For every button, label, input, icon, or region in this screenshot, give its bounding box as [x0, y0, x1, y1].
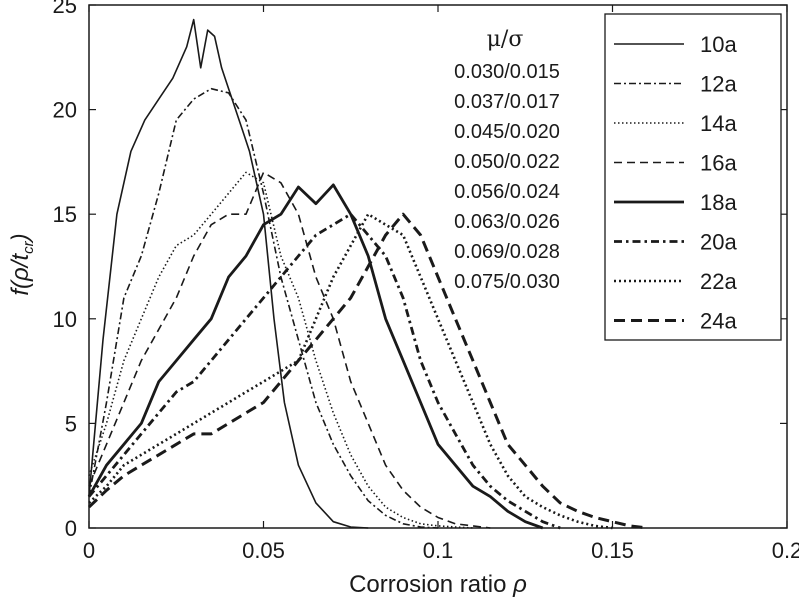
legend-label-24a: 24a [700, 309, 737, 334]
mu-sigma-value: 0.037/0.017 [454, 91, 560, 113]
y-tick-label: 10 [53, 307, 77, 332]
y-tick-label: 5 [65, 411, 77, 436]
mu-sigma-value: 0.063/0.026 [454, 211, 560, 233]
mu-sigma-value: 0.030/0.015 [454, 61, 560, 83]
y-tick-label: 0 [65, 516, 77, 541]
x-tick-label: 0.1 [423, 538, 454, 563]
x-tick-label: 0.15 [591, 538, 634, 563]
y-axis-close: ) [7, 233, 34, 244]
x-tick-label: 0.05 [242, 538, 285, 563]
series-line-22a [88, 212, 613, 530]
x-axis-symbol: ρ [512, 571, 527, 598]
series-line-14a [88, 171, 473, 529]
legend-label-10a: 10a [700, 32, 737, 57]
legend-label-22a: 22a [700, 269, 737, 294]
mu-sigma-value: 0.050/0.022 [454, 151, 560, 173]
y-tick-label: 15 [53, 202, 77, 227]
legend-box [604, 13, 782, 341]
y-tick-label: 20 [53, 98, 77, 123]
legend-label-16a: 16a [700, 151, 737, 176]
series-line-16a [88, 171, 491, 529]
x-axis-title: Corrosion ratio ρ [349, 571, 527, 598]
legend-label-18a: 18a [700, 190, 737, 215]
mu-sigma-value: 0.056/0.024 [454, 181, 560, 203]
legend-label-12a: 12a [700, 72, 737, 97]
y-axis-title: f(ρ/tcr) [7, 233, 37, 295]
series-line-10a [88, 18, 369, 529]
series-line-12a [88, 87, 439, 529]
y-tick-label: 25 [53, 0, 77, 18]
mu-sigma-value: 0.075/0.030 [454, 271, 560, 293]
legend-label-20a: 20a [700, 230, 737, 255]
legend-label-14a: 14a [700, 111, 737, 136]
x-tick-label: 0.2 [772, 538, 799, 563]
y-axis-subscript: cr [20, 240, 37, 254]
x-tick-label: 0 [83, 538, 95, 563]
series-line-20a [87, 212, 561, 530]
mu-sigma-title: μ/σ [487, 27, 524, 52]
mu-sigma-value: 0.069/0.028 [454, 241, 560, 263]
series-line-18a [87, 183, 544, 530]
mu-sigma-value: 0.045/0.020 [454, 121, 560, 143]
series-line-24a [87, 212, 648, 530]
